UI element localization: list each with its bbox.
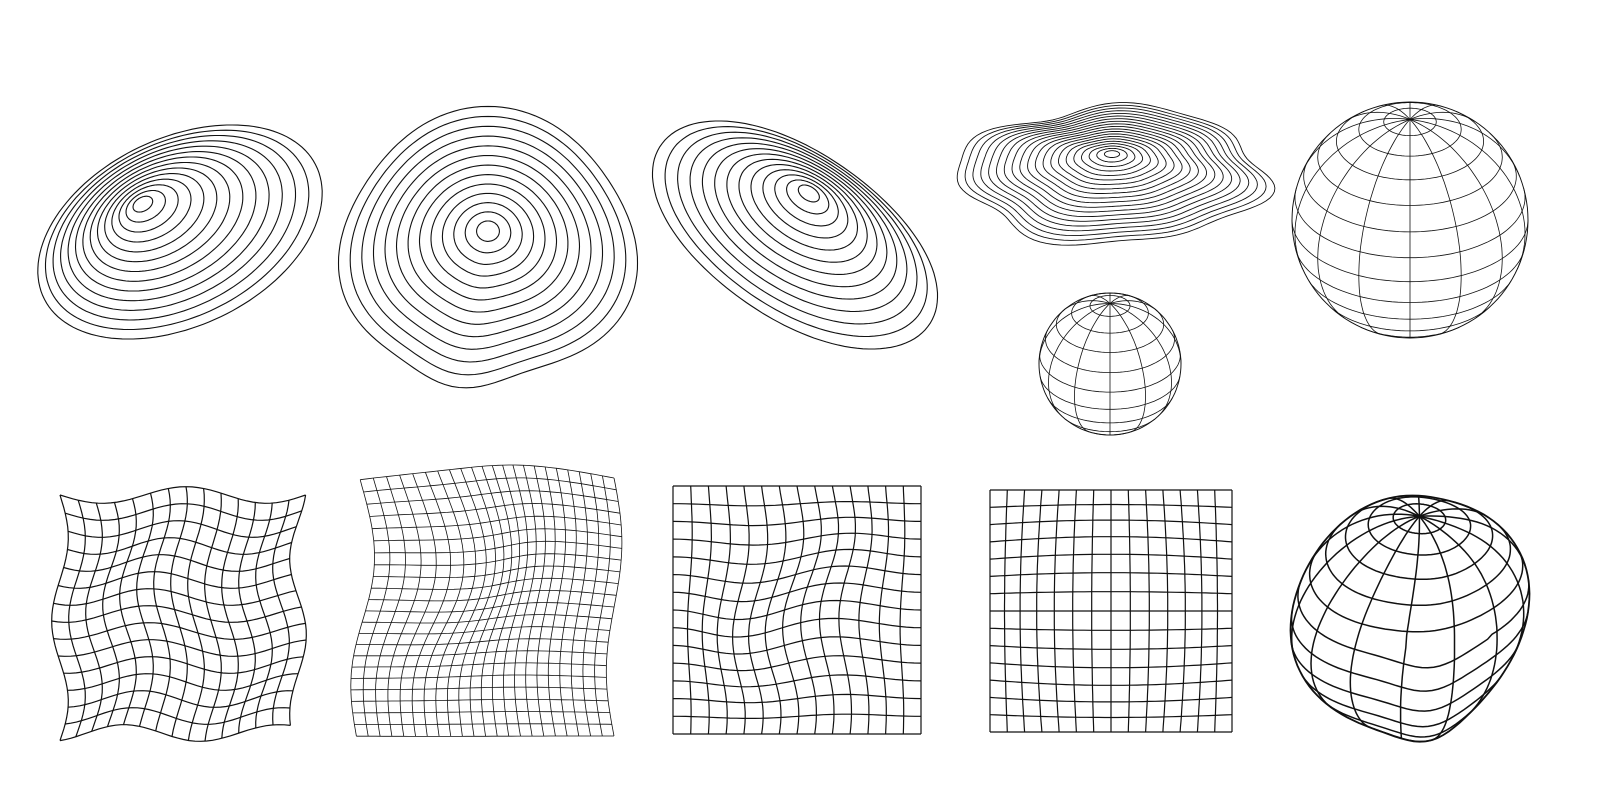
meridian-line: [1419, 496, 1420, 517]
